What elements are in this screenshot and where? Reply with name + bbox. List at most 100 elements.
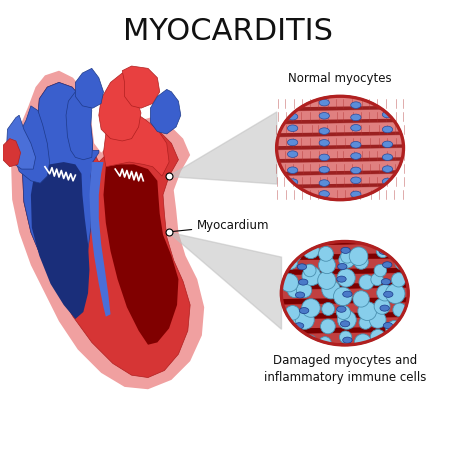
Ellipse shape: [295, 292, 305, 298]
Ellipse shape: [287, 167, 298, 173]
Circle shape: [322, 280, 340, 299]
Ellipse shape: [287, 151, 298, 157]
Ellipse shape: [383, 178, 392, 185]
Polygon shape: [277, 327, 413, 334]
Ellipse shape: [299, 279, 308, 285]
Ellipse shape: [383, 100, 392, 106]
Circle shape: [354, 255, 368, 269]
Ellipse shape: [287, 125, 298, 131]
Circle shape: [322, 302, 335, 315]
Circle shape: [394, 253, 412, 270]
Ellipse shape: [337, 264, 347, 270]
Text: MYOCARDITIS: MYOCARDITIS: [123, 17, 333, 46]
Ellipse shape: [383, 166, 392, 173]
Text: Normal myocytes: Normal myocytes: [288, 72, 392, 85]
Ellipse shape: [287, 100, 298, 106]
Ellipse shape: [381, 279, 391, 285]
Circle shape: [393, 303, 407, 317]
Circle shape: [280, 273, 298, 292]
Polygon shape: [272, 106, 408, 111]
Polygon shape: [150, 90, 181, 134]
Circle shape: [337, 269, 355, 287]
Ellipse shape: [351, 114, 361, 121]
Ellipse shape: [383, 141, 392, 147]
Circle shape: [369, 311, 386, 328]
Circle shape: [359, 275, 374, 290]
Polygon shape: [277, 243, 413, 256]
Circle shape: [301, 299, 320, 317]
Circle shape: [341, 250, 354, 263]
Ellipse shape: [343, 337, 352, 343]
Ellipse shape: [383, 126, 392, 133]
Ellipse shape: [287, 113, 298, 120]
Ellipse shape: [287, 139, 298, 146]
Circle shape: [334, 287, 352, 306]
Polygon shape: [272, 183, 408, 189]
Circle shape: [386, 320, 403, 338]
Circle shape: [339, 331, 352, 343]
Circle shape: [295, 310, 314, 329]
Ellipse shape: [351, 191, 361, 198]
Circle shape: [337, 310, 356, 329]
Ellipse shape: [383, 154, 392, 161]
Ellipse shape: [383, 322, 392, 328]
Circle shape: [319, 246, 333, 261]
Text: Damaged myocytes and
inflammatory immune cells: Damaged myocytes and inflammatory immune…: [264, 354, 426, 384]
Circle shape: [281, 329, 298, 346]
Ellipse shape: [351, 153, 361, 159]
Ellipse shape: [300, 308, 309, 314]
Circle shape: [300, 335, 318, 353]
Circle shape: [349, 247, 368, 265]
Circle shape: [374, 264, 386, 277]
Ellipse shape: [337, 276, 346, 282]
Polygon shape: [272, 131, 408, 137]
Ellipse shape: [380, 305, 389, 311]
Polygon shape: [272, 157, 408, 163]
Circle shape: [302, 242, 319, 259]
Ellipse shape: [351, 141, 361, 148]
Ellipse shape: [319, 100, 329, 106]
Circle shape: [296, 283, 312, 298]
Ellipse shape: [383, 262, 392, 268]
Ellipse shape: [383, 192, 392, 198]
Ellipse shape: [351, 125, 361, 131]
Polygon shape: [277, 302, 413, 315]
Circle shape: [385, 284, 405, 303]
Ellipse shape: [287, 191, 298, 198]
Polygon shape: [277, 283, 413, 290]
Polygon shape: [272, 161, 408, 174]
Ellipse shape: [337, 306, 346, 312]
Ellipse shape: [297, 264, 307, 270]
Polygon shape: [22, 82, 190, 377]
Circle shape: [302, 266, 321, 285]
Ellipse shape: [287, 179, 298, 185]
Polygon shape: [272, 147, 408, 161]
Polygon shape: [103, 164, 178, 345]
Polygon shape: [277, 317, 413, 330]
Circle shape: [374, 298, 390, 314]
Ellipse shape: [280, 240, 410, 346]
Circle shape: [353, 291, 369, 307]
Circle shape: [284, 255, 298, 269]
Polygon shape: [272, 93, 408, 99]
Ellipse shape: [319, 154, 329, 161]
Polygon shape: [31, 162, 90, 319]
Polygon shape: [15, 106, 50, 183]
Ellipse shape: [343, 291, 352, 297]
Polygon shape: [11, 71, 204, 389]
Circle shape: [337, 306, 350, 319]
Polygon shape: [277, 312, 413, 319]
Polygon shape: [277, 273, 413, 286]
Circle shape: [376, 245, 389, 258]
Ellipse shape: [351, 102, 361, 109]
Circle shape: [355, 334, 372, 351]
Circle shape: [287, 283, 302, 298]
Ellipse shape: [297, 248, 307, 255]
Ellipse shape: [383, 111, 392, 118]
Circle shape: [370, 329, 385, 345]
Ellipse shape: [319, 166, 329, 173]
Polygon shape: [272, 109, 408, 122]
Circle shape: [339, 252, 355, 268]
Circle shape: [396, 336, 410, 351]
Circle shape: [284, 317, 298, 331]
